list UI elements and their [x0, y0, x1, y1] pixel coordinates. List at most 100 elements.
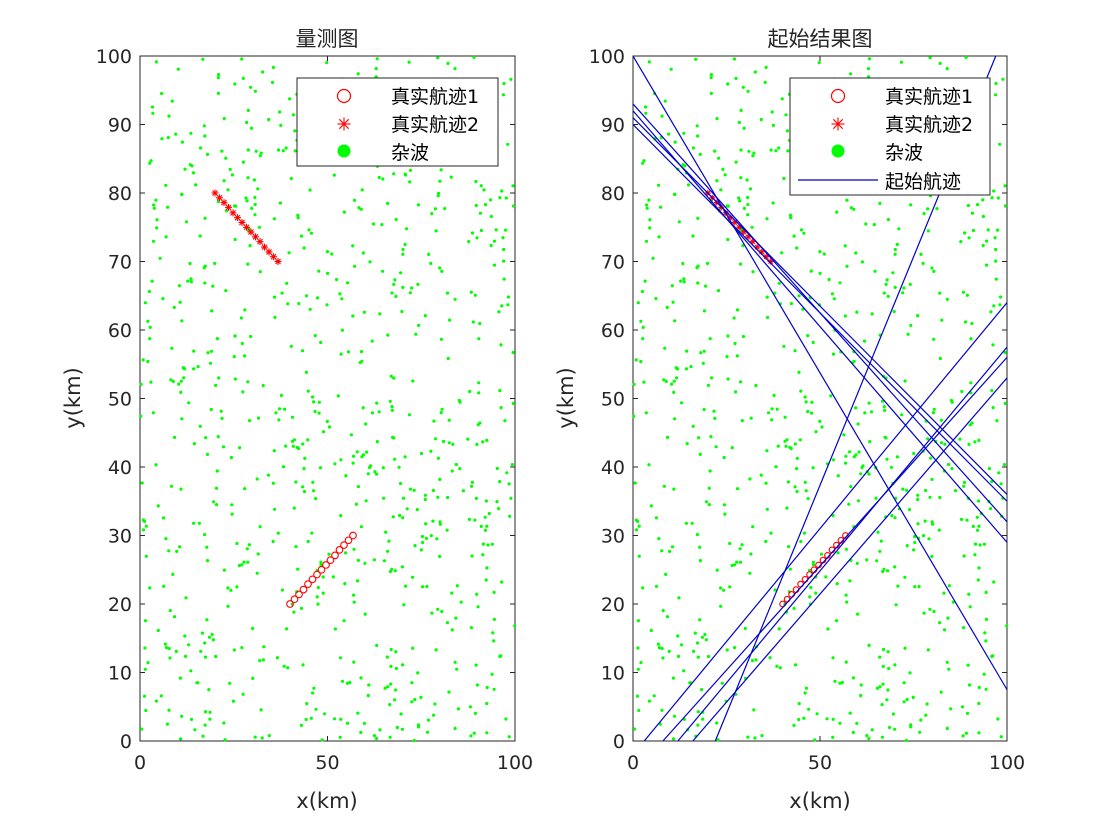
clutter-point — [317, 400, 321, 404]
clutter-point — [476, 605, 480, 609]
clutter-point — [880, 703, 884, 707]
clutter-point — [977, 566, 981, 570]
clutter-point — [345, 681, 349, 685]
clutter-point — [945, 726, 949, 731]
clutter-point — [439, 168, 443, 172]
clutter-point — [489, 243, 493, 248]
clutter-point — [178, 545, 182, 549]
clutter-point — [160, 91, 164, 96]
clutter-point — [770, 110, 774, 114]
clutter-point — [446, 61, 450, 65]
clutter-point — [967, 236, 971, 240]
clutter-point — [787, 545, 791, 549]
clutter-point — [378, 312, 382, 316]
track1-point — [295, 590, 303, 599]
clutter-point — [378, 728, 382, 732]
clutter-point — [356, 485, 360, 489]
clutter-point — [283, 407, 287, 411]
clutter-point — [159, 694, 163, 698]
y-tick-label: 100 — [589, 46, 625, 68]
clutter-point — [901, 291, 905, 295]
clutter-point — [752, 151, 756, 155]
clutter-point — [788, 567, 792, 571]
start-track-line — [692, 377, 1008, 742]
clutter-point — [351, 244, 355, 248]
clutter-point — [906, 332, 910, 336]
clutter-point — [472, 55, 476, 60]
clutter-point — [667, 132, 671, 136]
x-tick-label: 100 — [989, 752, 1025, 774]
clutter-point — [287, 251, 291, 255]
clutter-point — [408, 168, 413, 172]
clutter-point — [843, 314, 847, 318]
clutter-point — [487, 511, 491, 516]
clutter-point — [296, 216, 300, 220]
clutter-point — [397, 465, 401, 469]
clutter-point — [179, 379, 183, 383]
clutter-point — [248, 244, 252, 248]
clutter-point — [259, 151, 263, 155]
clutter-point — [698, 559, 703, 563]
clutter-point — [230, 173, 234, 177]
clutter-point — [356, 72, 360, 76]
clutter-point — [987, 466, 992, 471]
clutter-point — [882, 405, 886, 409]
clutter-point — [438, 522, 442, 526]
clutter-point — [698, 545, 702, 549]
clutter-point — [886, 650, 890, 654]
clutter-point — [922, 611, 926, 615]
clutter-point — [140, 727, 144, 731]
clutter-point — [234, 204, 238, 208]
clutter-point — [458, 467, 462, 471]
clutter-point — [214, 503, 219, 507]
start-track-line — [632, 124, 1008, 502]
clutter-point — [204, 436, 208, 440]
clutter-point — [881, 682, 885, 686]
clutter-point — [294, 545, 298, 549]
clutter-point — [696, 710, 700, 714]
clutter-point — [968, 423, 972, 427]
clutter-point — [150, 105, 155, 109]
track1-point — [299, 585, 308, 594]
clutter-point — [356, 711, 360, 715]
clutter-point — [215, 469, 219, 473]
clutter-point — [365, 450, 369, 454]
clutter-point — [245, 120, 249, 125]
clutter-point — [386, 685, 390, 689]
start-track-line — [662, 356, 1008, 742]
clutter-point — [693, 631, 697, 635]
clutter-point — [392, 376, 396, 380]
clutter-point — [886, 688, 890, 692]
clutter-point — [414, 332, 418, 336]
clutter-point — [474, 663, 478, 667]
clutter-point — [331, 575, 335, 579]
clutter-point — [867, 736, 871, 741]
clutter-point — [354, 502, 358, 506]
clutter-point — [707, 486, 711, 490]
clutter-point — [278, 201, 282, 205]
clutter-point — [319, 340, 323, 345]
y-tick-label: 20 — [601, 594, 625, 616]
clutter-point — [492, 687, 496, 691]
clutter-point — [792, 606, 796, 611]
clutter-point — [189, 717, 194, 722]
clutter-point — [708, 337, 712, 341]
clutter-point — [888, 725, 892, 730]
clutter-point — [928, 607, 932, 611]
clutter-point — [180, 192, 184, 196]
clutter-point — [162, 584, 166, 588]
clutter-point — [903, 575, 907, 579]
clutter-point — [704, 500, 709, 504]
clutter-point — [478, 321, 482, 326]
clutter-point — [864, 222, 868, 226]
clutter-point — [214, 486, 219, 490]
clutter-point — [502, 247, 506, 252]
clutter-point — [299, 606, 304, 611]
clutter-point — [942, 591, 946, 595]
clutter-point — [918, 730, 922, 734]
clutter-point — [292, 438, 296, 442]
clutter-point — [793, 485, 797, 489]
clutter-point — [657, 183, 661, 187]
clutter-point — [765, 507, 769, 511]
legend-dot-marker — [831, 144, 845, 158]
